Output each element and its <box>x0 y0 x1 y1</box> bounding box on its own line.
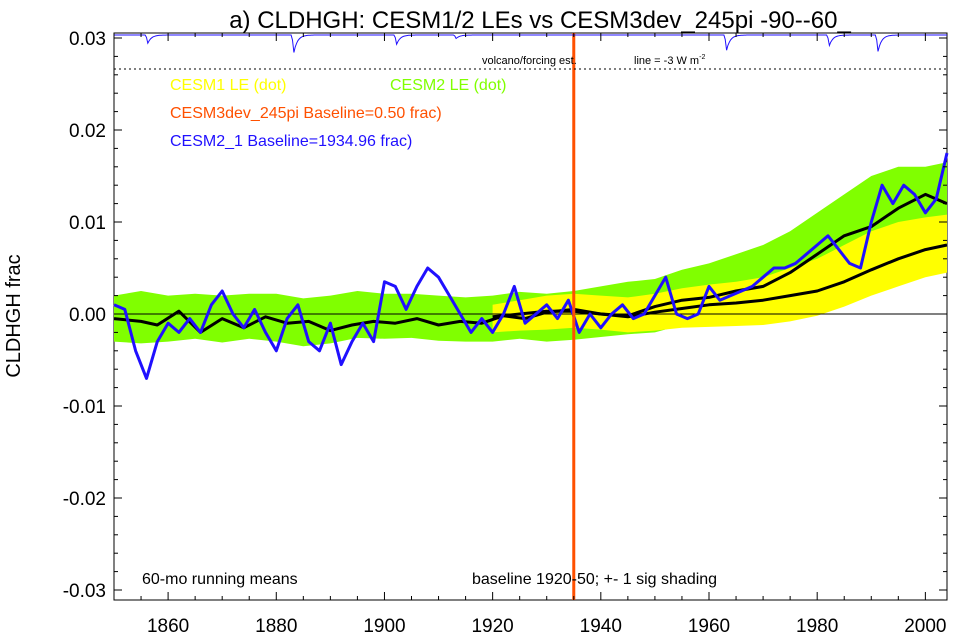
y-axis: -0.03 -0.02 -0.01 0.00 0.01 0.02 0.03 <box>63 29 947 602</box>
y-tick-label: 0.03 <box>69 29 106 50</box>
legend-cesm2-1: CESM2_1 Baseline=1934.96 frac) <box>170 133 412 150</box>
x-tick-label: 1880 <box>255 616 297 637</box>
volcano-label: volcano/forcing est. <box>482 55 577 67</box>
running-means-note: 60-mo running means <box>142 571 298 588</box>
series-lines <box>113 152 949 380</box>
band-cesm1 <box>492 214 947 333</box>
y-axis-label: CLDHGH frac <box>3 254 25 377</box>
x-tick-label: 1920 <box>471 616 513 637</box>
x-tick-label: 1940 <box>580 616 622 637</box>
y-tick-label: 0.01 <box>69 213 106 234</box>
x-tick-label: 2000 <box>904 616 946 637</box>
x-tick-label: 1960 <box>688 616 730 637</box>
legend-cesm2: CESM2 LE (dot) <box>390 77 506 94</box>
legend-cesm3dev: CESM3dev_245pi Baseline=0.50 frac) <box>170 105 442 122</box>
y-tick-label: 0.00 <box>69 305 106 326</box>
line-cesm1-mean <box>492 243 948 319</box>
y-tick-label: 0.02 <box>69 121 106 142</box>
volcano-forcing-trace <box>114 34 947 53</box>
x-tick-label: 1860 <box>147 616 189 637</box>
spread-bands <box>114 162 947 347</box>
volcano-line-label: line = -3 W m-2 <box>634 54 705 67</box>
x-tick-label: 1900 <box>363 616 405 637</box>
x-tick-label: 1980 <box>796 616 838 637</box>
legend-cesm1: CESM1 LE (dot) <box>170 77 286 94</box>
y-tick-label: -0.02 <box>63 489 106 510</box>
line-cesm2-1 <box>113 152 949 380</box>
volcano-trace-line <box>114 34 947 53</box>
y-tick-label: -0.01 <box>63 397 106 418</box>
x-axis: 1860 1880 1900 1920 1940 1960 1980 2000 <box>113 33 947 637</box>
chart-title: a) CLDHGH: CESM1/2 LEs vs CESM3dev_245pi… <box>229 7 851 34</box>
baseline-note: baseline 1920-50; +- 1 sig shading <box>472 571 717 588</box>
y-tick-label: -0.03 <box>63 581 106 602</box>
line-cesm2-mean <box>113 192 948 334</box>
